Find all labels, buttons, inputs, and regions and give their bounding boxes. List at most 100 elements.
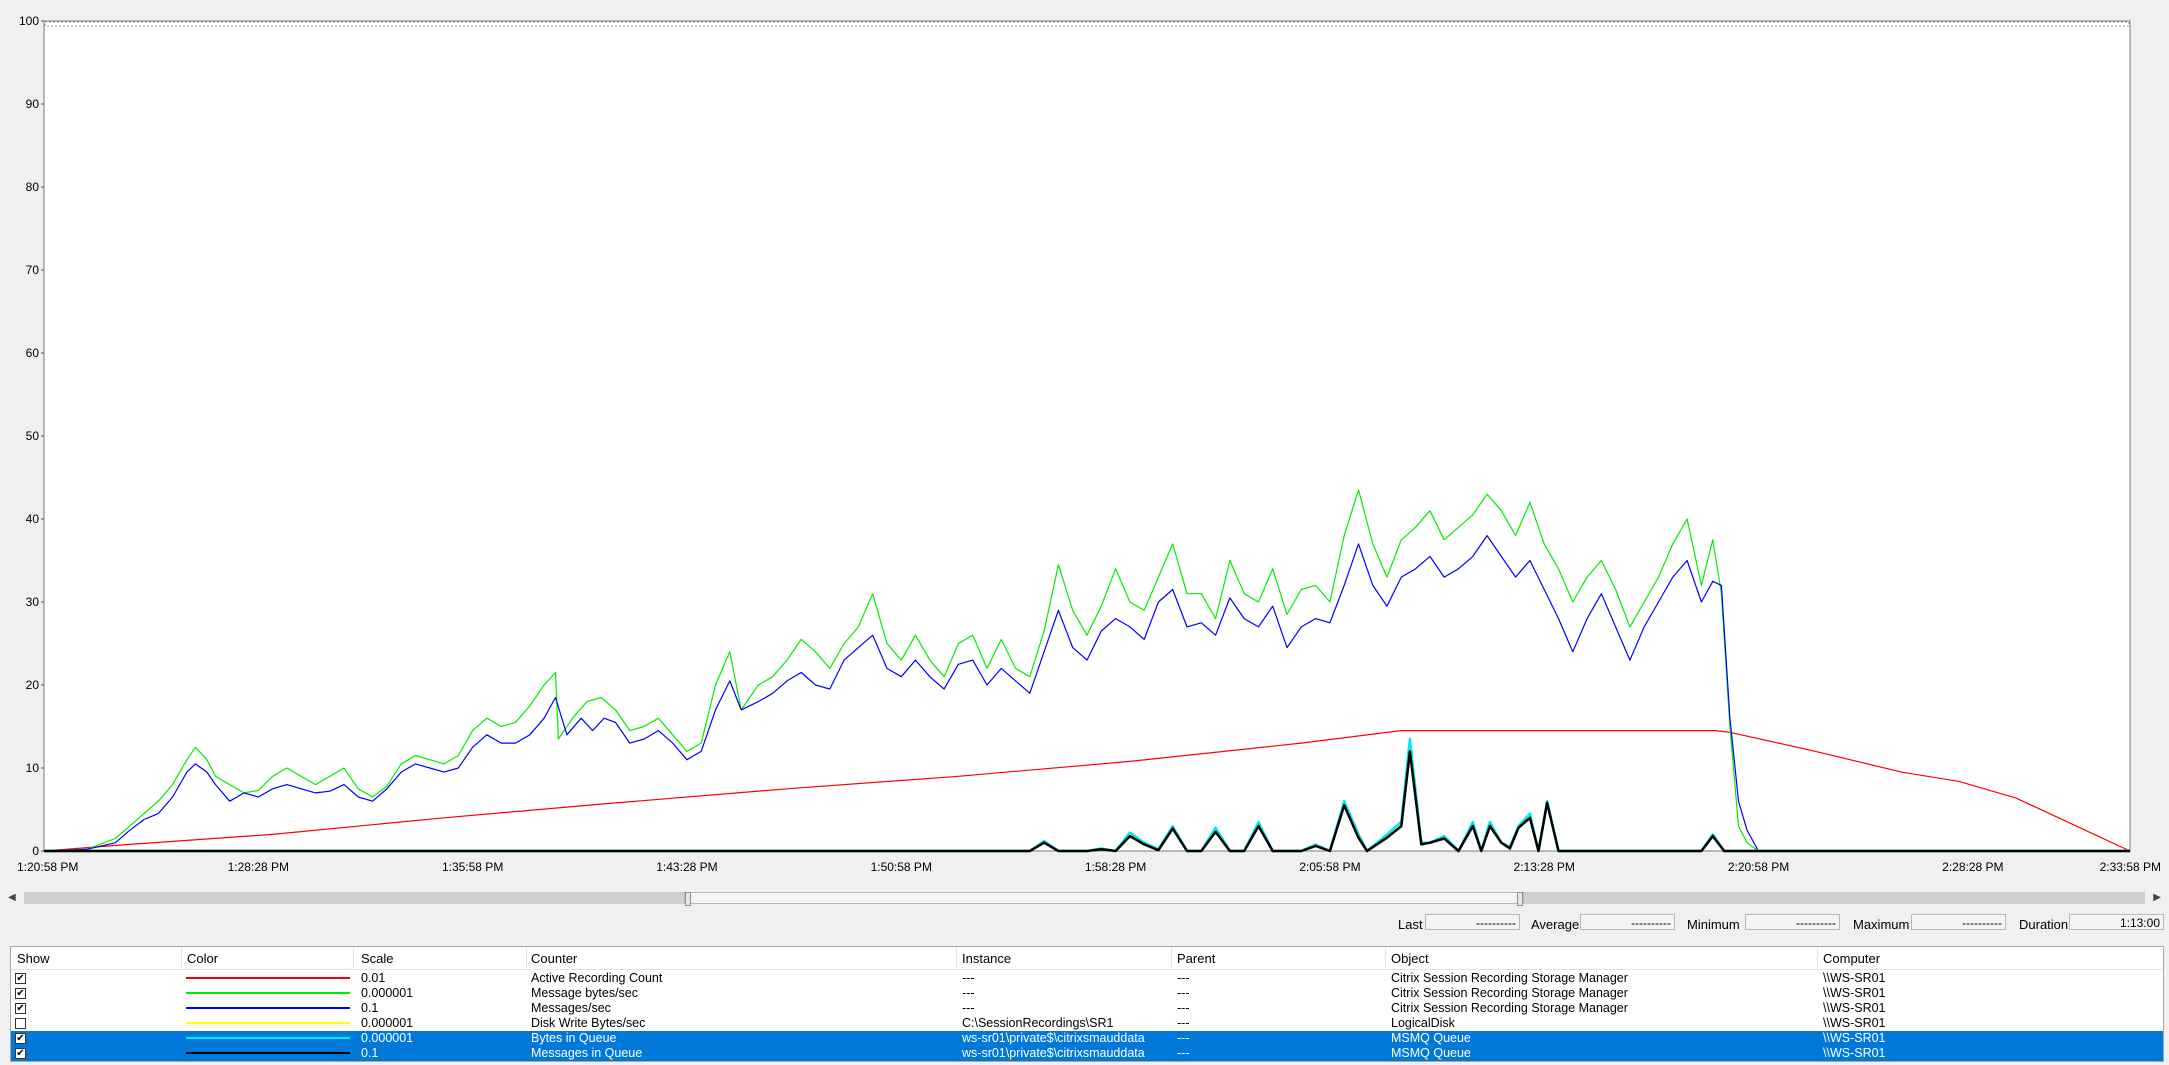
show-checkbox[interactable] [15,1018,26,1029]
y-tick-label: 80 [26,180,40,194]
duration-value: 1:13:00 [2069,914,2164,930]
header-separator [526,947,527,969]
scroll-right-arrow-icon[interactable]: ▶ [2153,892,2161,903]
cell-scale: 0.000001 [361,1016,414,1030]
cell-counter: Bytes in Queue [531,1031,617,1045]
cell-instance: C:\SessionRecordings\SR1 [962,1016,1114,1030]
minimum-value: ---------- [1745,914,1840,930]
x-tick-label: 1:35:58 PM [442,860,503,874]
cell-instance: --- [962,1001,975,1015]
header-separator [1817,947,1818,969]
x-tick-label: 1:43:28 PM [656,860,717,874]
table-row[interactable]: 0.000001 Disk Write Bytes/sec C:\SessionRe… [11,1016,2163,1031]
header-scale[interactable]: Scale [361,951,394,966]
cell-object: MSMQ Queue [1391,1031,1471,1045]
x-tick-label: 1:20:58 PM [17,860,78,874]
cell-parent: --- [1177,1016,1190,1030]
cell-computer: \\WS-SR01 [1823,1046,1886,1060]
cell-computer: \\WS-SR01 [1823,1031,1886,1045]
header-computer[interactable]: Computer [1823,951,1881,966]
x-tick-label: 2:28:28 PM [1942,860,2003,874]
series-line-3 [44,737,2130,853]
cell-computer: \\WS-SR01 [1823,986,1886,1000]
cell-parent: --- [1177,986,1190,1000]
cell-scale: 0.000001 [361,1031,414,1045]
y-tick-label: 90 [26,97,40,111]
stats-bar: Last ---------- Average ---------- Minim… [0,912,2169,936]
cell-scale: 0.01 [361,971,386,985]
cell-scale: 0.1 [361,1001,379,1015]
header-separator [1171,947,1172,969]
cell-object: Citrix Session Recording Storage Manager [1391,986,1628,1000]
scroll-thumb-left-handle[interactable] [685,892,691,906]
table-row[interactable]: ✔ 0.000001 Bytes in Queue ws-sr01\private$\… [11,1031,2163,1046]
cell-instance: ws-sr01\private$\citrixsmauddata [962,1046,1145,1060]
series-lines [43,489,2131,853]
cell-counter: Messages in Queue [531,1046,643,1060]
x-tick-label: 1:58:28 PM [1085,860,1146,874]
series-line-0 [43,729,2131,852]
y-tick-label: 40 [26,512,40,526]
cell-counter: Messages/sec [531,1001,611,1015]
last-value: ---------- [1425,914,1520,930]
header-instance[interactable]: Instance [962,951,1012,966]
header-color[interactable]: Color [187,951,219,966]
table-row[interactable]: ✔ 0.000001 Message bytes/sec --- --- Citrix S… [11,986,2163,1001]
y-tick-label: 0 [32,844,39,858]
scroll-track[interactable] [24,892,2145,906]
counter-table[interactable]: Show Color Scale Counter Instance Parent… [10,946,2164,1062]
x-tick-label: 1:50:58 PM [871,860,932,874]
top-boundary-band [44,21,2130,27]
scroll-left-arrow-icon[interactable]: ◀ [8,892,16,903]
color-swatch [186,1037,350,1039]
series-line-2 [43,534,2130,852]
color-swatch [186,1052,350,1054]
cell-object: MSMQ Queue [1391,1046,1471,1060]
table-row[interactable]: ✔ 0.01 Active Recording Count --- --- Citrix … [11,971,2163,986]
show-checkbox[interactable]: ✔ [15,1048,26,1059]
scroll-thumb-right-handle[interactable] [1517,892,1523,906]
minimum-label: Minimum [1687,917,1740,932]
x-tick-label: 2:05:58 PM [1299,860,1360,874]
plot-area [43,20,2131,852]
show-checkbox[interactable]: ✔ [15,988,26,999]
table-row[interactable]: ✔ 0.1 Messages/sec --- --- Citrix Session Rec… [11,1001,2163,1016]
scroll-thumb[interactable] [684,892,1524,906]
header-separator [181,947,182,969]
show-checkbox[interactable]: ✔ [15,1033,26,1044]
cell-counter: Disk Write Bytes/sec [531,1016,646,1030]
x-tick-label: 2:33:58 PM [2100,860,2161,874]
performance-chart: 0 10 20 30 40 50 60 70 80 90 100 1:20:58 PM 1:28:28… [17,14,2161,874]
header-separator [956,947,957,969]
show-checkbox[interactable]: ✔ [15,1003,26,1014]
maximum-label: Maximum [1853,917,1910,932]
header-show[interactable]: Show [17,951,50,966]
show-checkbox[interactable]: ✔ [15,973,26,984]
y-tick-label: 60 [26,346,40,360]
header-separator [1385,947,1386,969]
maximum-value: ---------- [1911,914,2006,930]
cell-object: LogicalDisk [1391,1016,1455,1030]
y-tick-label: 50 [26,429,40,443]
series-line-1 [43,489,2130,852]
cell-instance: --- [962,986,975,1000]
color-swatch [186,992,350,994]
header-object[interactable]: Object [1391,951,1429,966]
header-separator [353,947,354,969]
time-scrollbar[interactable]: ◀ ▶ [6,888,2163,909]
header-parent[interactable]: Parent [1177,951,1216,966]
color-swatch [186,977,350,979]
cell-parent: --- [1177,971,1190,985]
cell-scale: 0.1 [361,1046,379,1060]
x-tick-label: 2:13:28 PM [1514,860,1575,874]
y-tick-label: 100 [19,14,39,28]
cell-object: Citrix Session Recording Storage Manager [1391,971,1628,985]
cell-computer: \\WS-SR01 [1823,971,1886,985]
table-row[interactable]: ✔ 0.1 Messages in Queue ws-sr01\private$\ci… [11,1046,2163,1061]
header-counter[interactable]: Counter [531,951,578,966]
cell-counter: Message bytes/sec [531,986,638,1000]
y-tick-label: 30 [26,595,40,609]
y-axis: 0 10 20 30 40 50 60 70 80 90 100 [19,14,44,858]
x-axis: 1:20:58 PM 1:28:28 PM 1:35:58 PM 1:43:28 PM… [17,860,2161,874]
cell-computer: \\WS-SR01 [1823,1001,1886,1015]
